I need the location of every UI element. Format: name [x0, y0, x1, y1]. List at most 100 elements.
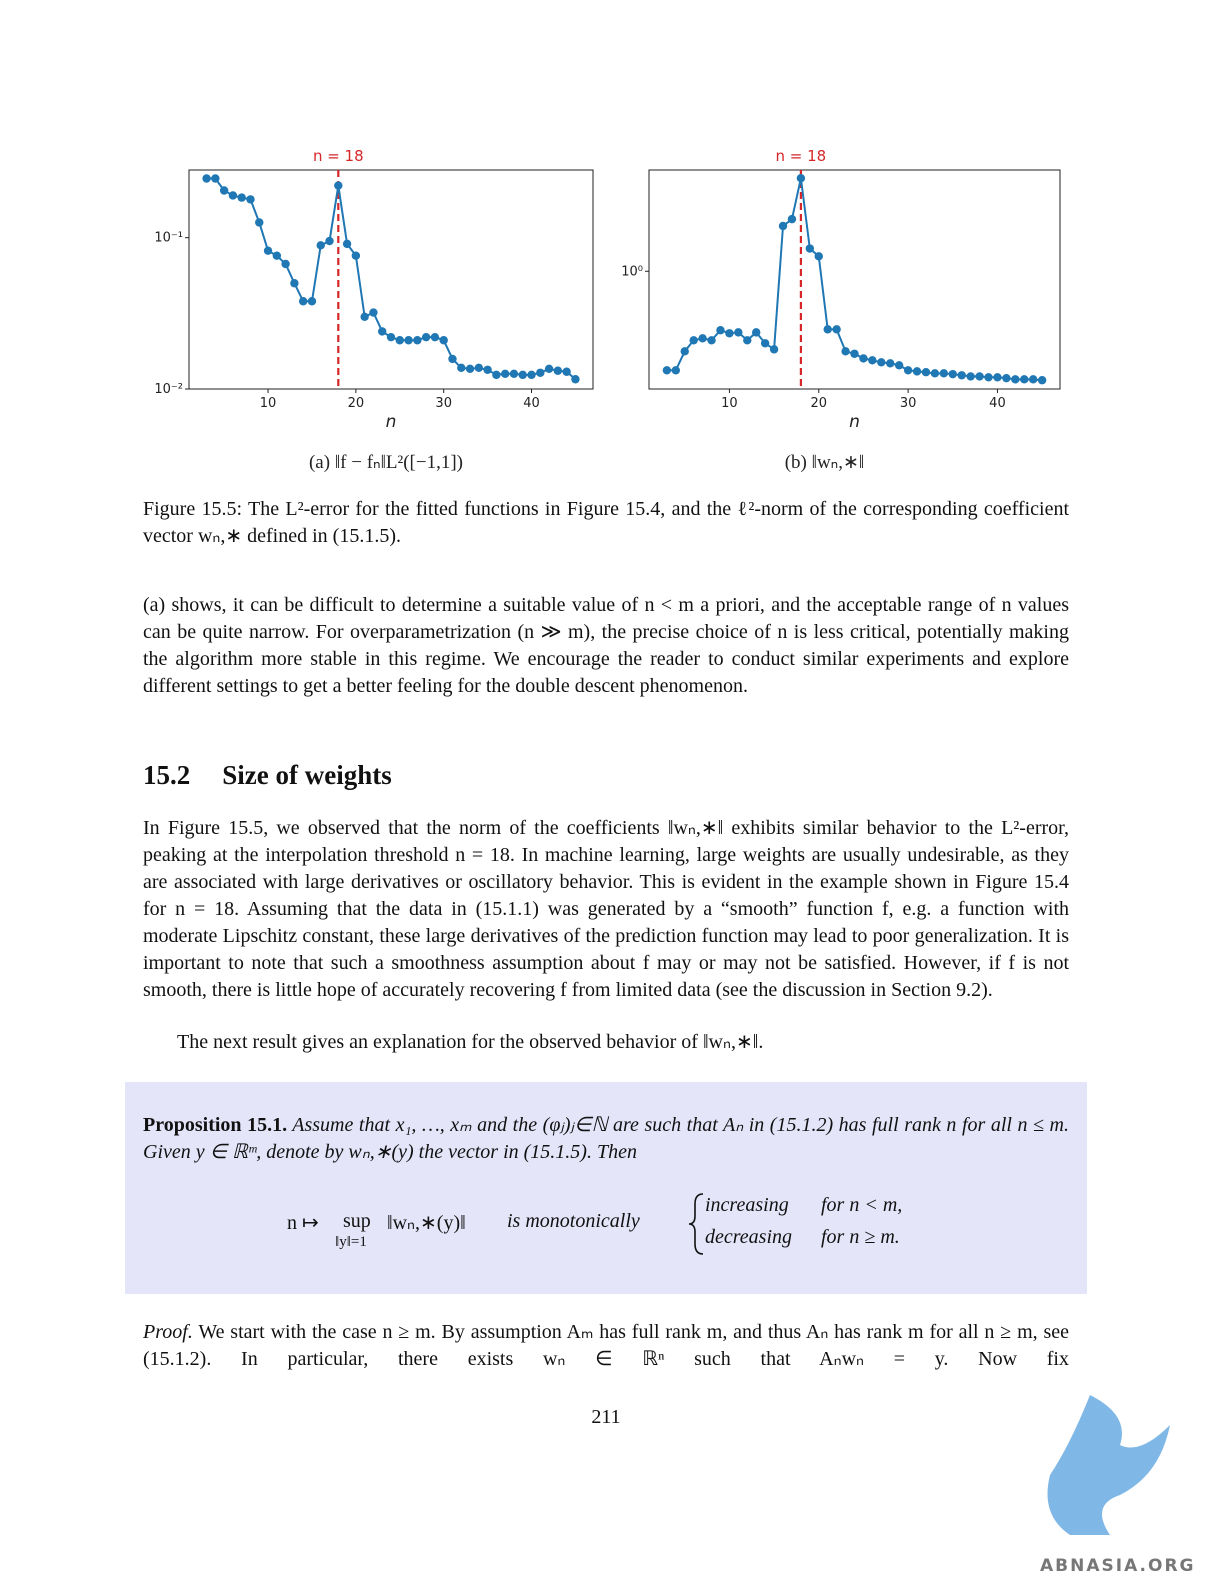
watermark: ABNASIA.ORG — [1040, 1556, 1196, 1576]
data-point — [993, 373, 1002, 382]
data-point — [1020, 375, 1029, 384]
data-point — [707, 336, 716, 345]
data-point — [957, 371, 966, 380]
data-point — [457, 363, 466, 373]
data-point — [1011, 375, 1020, 384]
proposition-body: Assume that x₁, …, xₘ and the (φⱼ)ⱼ∈ℕ ar… — [143, 1114, 1069, 1163]
data-point — [369, 308, 378, 317]
section-number: 15.2 — [143, 760, 191, 790]
proof-body: We start with the case n ≥ m. By assumpt… — [143, 1321, 1070, 1370]
paragraph: (a) shows, it can be difficult to determ… — [143, 594, 1069, 697]
data-point — [680, 347, 689, 356]
data-point — [404, 336, 413, 345]
data-point — [752, 328, 761, 337]
data-point — [202, 174, 211, 183]
math: decreasing — [705, 1226, 793, 1248]
x-tick-label: 20 — [810, 396, 827, 411]
data-point — [814, 252, 823, 261]
data-point — [509, 369, 519, 379]
plot-frame — [188, 169, 594, 390]
data-point — [211, 174, 220, 183]
data-point — [439, 336, 448, 345]
y-tick-label: 10⁰ — [621, 264, 643, 279]
proposition-label: Proposition 15.1. — [143, 1114, 288, 1136]
watermark-logo — [1047, 1395, 1170, 1535]
data-point — [921, 368, 931, 377]
paragraph: In Figure 15.5, we observed that the nor… — [143, 817, 1069, 1001]
data-point — [930, 369, 940, 378]
data-point — [544, 364, 554, 373]
data-point — [805, 244, 815, 253]
data-point — [1002, 373, 1011, 383]
math: sup — [343, 1210, 371, 1232]
data-point — [465, 364, 475, 373]
data-point — [912, 367, 922, 376]
data-point — [743, 336, 752, 345]
x-tick-label: 40 — [523, 396, 540, 411]
math: for n ≥ m. — [821, 1226, 900, 1248]
brace — [688, 1193, 704, 1255]
data-point — [228, 191, 238, 200]
data-point — [760, 339, 770, 348]
data-point — [903, 366, 913, 375]
data-point — [886, 359, 895, 368]
data-point — [334, 181, 343, 190]
data-point — [378, 327, 387, 336]
x-axis-label: n — [849, 412, 860, 432]
math: ‖y‖=1 — [335, 1234, 367, 1250]
x-tick-label: 30 — [435, 396, 452, 411]
data-point — [698, 334, 707, 343]
y-tick-label: 10⁻¹ — [154, 231, 183, 246]
data-point — [351, 251, 361, 260]
data-point — [832, 325, 841, 334]
data-point — [778, 221, 788, 231]
data-point — [877, 358, 886, 367]
x-tick-label: 10 — [260, 396, 277, 411]
data-point — [984, 373, 993, 382]
paragraph: The next result gives an explanation for… — [177, 1031, 764, 1053]
data-point — [281, 259, 290, 269]
subcaption: (a) ‖f − fₙ‖L²([−1,1]) — [309, 452, 463, 473]
x-tick-label: 20 — [348, 396, 365, 411]
data-point — [255, 218, 264, 227]
section-title: Size of weights — [222, 760, 392, 790]
x-tick-label: 40 — [989, 396, 1006, 411]
data-point — [939, 369, 949, 378]
data-point — [413, 336, 422, 345]
page-number: 211 — [591, 1406, 621, 1428]
proof-label: Proof. — [143, 1321, 193, 1343]
data-point — [430, 332, 440, 342]
math: is monotonically — [507, 1210, 640, 1232]
data-point — [492, 370, 501, 380]
data-point — [518, 370, 527, 380]
math: increasing — [705, 1194, 789, 1216]
x-tick-label: 30 — [900, 396, 917, 411]
data-point — [421, 332, 431, 342]
data-point — [483, 365, 492, 374]
data-point — [527, 370, 536, 380]
data-point — [769, 345, 779, 354]
data-point — [298, 297, 308, 306]
data-point — [662, 366, 672, 375]
data-point — [237, 193, 246, 202]
threshold-label: n = 18 — [776, 147, 827, 165]
plot-frame — [648, 169, 1061, 390]
data-point — [823, 325, 832, 334]
math: ‖wₙ,∗(y)‖ — [387, 1212, 466, 1234]
x-axis-label: n — [386, 412, 397, 432]
data-point — [894, 361, 904, 370]
data-point — [868, 356, 877, 365]
data-point — [325, 236, 334, 246]
data-point — [966, 372, 975, 381]
section-heading: 15.2 Size of weights — [143, 760, 392, 791]
data-point — [290, 279, 299, 288]
figure: 10 20 30 40 10⁻¹ 10⁻² n n = 18 (a) ‖f − fₙ‖L²([−… — [154, 147, 1061, 473]
data-point — [395, 336, 404, 345]
data-point — [263, 246, 273, 255]
x-tick-label: 10 — [721, 396, 738, 411]
data-point — [246, 195, 255, 204]
threshold-label: n = 18 — [313, 147, 364, 165]
data-point — [316, 241, 325, 250]
data-point — [859, 354, 868, 363]
data-point — [500, 369, 510, 379]
